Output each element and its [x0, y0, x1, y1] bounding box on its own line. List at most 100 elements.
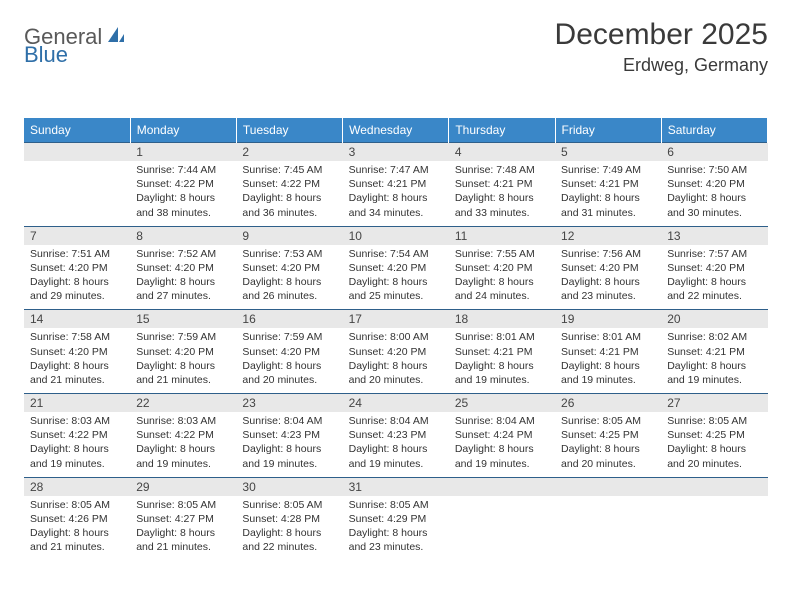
day-number-cell: 24 — [343, 394, 449, 413]
month-title: December 2025 — [555, 18, 768, 51]
day-number-cell: 28 — [24, 477, 130, 496]
day-number-cell: 9 — [236, 226, 342, 245]
daylight-line: Daylight: 8 hours and 31 minutes. — [561, 192, 640, 218]
daylight-line: Daylight: 8 hours and 20 minutes. — [349, 360, 428, 386]
day-content-cell: Sunrise: 8:05 AMSunset: 4:29 PMDaylight:… — [343, 496, 449, 561]
sunset-line: Sunset: 4:20 PM — [349, 346, 427, 358]
day-number-cell: 8 — [130, 226, 236, 245]
page-header: General December 2025 Erdweg, Germany — [24, 18, 768, 76]
daylight-line: Daylight: 8 hours and 30 minutes. — [667, 192, 746, 218]
sunrise-line: Sunrise: 8:05 AM — [30, 499, 110, 511]
sunset-line: Sunset: 4:27 PM — [136, 513, 214, 525]
day-content-cell — [24, 161, 130, 226]
sunrise-line: Sunrise: 7:52 AM — [136, 248, 216, 260]
sunset-line: Sunset: 4:21 PM — [561, 346, 639, 358]
brand-text-blue: Blue — [24, 42, 68, 67]
daylight-line: Daylight: 8 hours and 26 minutes. — [242, 276, 321, 302]
day-content-cell: Sunrise: 7:48 AMSunset: 4:21 PMDaylight:… — [449, 161, 555, 226]
sunrise-line: Sunrise: 7:50 AM — [667, 164, 747, 176]
sunset-line: Sunset: 4:20 PM — [30, 346, 108, 358]
sunrise-line: Sunrise: 8:01 AM — [455, 331, 535, 343]
day-number-cell: 1 — [130, 143, 236, 162]
day-content-cell: Sunrise: 7:52 AMSunset: 4:20 PMDaylight:… — [130, 245, 236, 310]
sunrise-line: Sunrise: 8:01 AM — [561, 331, 641, 343]
sunset-line: Sunset: 4:20 PM — [136, 346, 214, 358]
title-block: December 2025 Erdweg, Germany — [555, 18, 768, 76]
day-number-cell — [661, 477, 767, 496]
sunset-line: Sunset: 4:20 PM — [349, 262, 427, 274]
sunset-line: Sunset: 4:22 PM — [242, 178, 320, 190]
day-content-cell: Sunrise: 8:01 AM Sunset: 4:21 PM Daylight:… — [555, 328, 661, 393]
day-content-cell: Sunrise: 8:02 AMSunset: 4:21 PMDaylight:… — [661, 328, 767, 393]
day-number-cell: 2 — [236, 143, 342, 162]
brand-sail-icon — [106, 25, 126, 50]
day-number-row: 123456 — [24, 143, 768, 162]
daylight-line: Daylight: 8 hours and 36 minutes. — [242, 192, 321, 218]
day-number-cell: 21 — [24, 394, 130, 413]
sunrise-line: Sunrise: 7:59 AM — [242, 331, 322, 343]
day-number-row: 78910111213 — [24, 226, 768, 245]
daylight-line: Daylight: 8 hours and 19 minutes. — [561, 360, 640, 386]
calendar-body: 123456Sunrise: 7:44 AMSunset: 4:22 PMDay… — [24, 143, 768, 561]
sunset-line: Sunset: 4:22 PM — [30, 429, 108, 441]
daylight-line: Daylight: 8 hours and 23 minutes. — [349, 527, 428, 553]
sunrise-line: Sunrise: 8:05 AM — [242, 499, 322, 511]
daylight-line: Daylight: 8 hours and 22 minutes. — [242, 527, 321, 553]
day-content-cell: Sunrise: 8:03 AMSunset: 4:22 PMDaylight:… — [24, 412, 130, 477]
daylight-line: Daylight: 8 hours and 21 minutes. — [136, 360, 215, 386]
sunrise-line: Sunrise: 7:51 AM — [30, 248, 110, 260]
day-content-cell: Sunrise: 8:05 AMSunset: 4:27 PMDaylight:… — [130, 496, 236, 561]
daylight-line: Daylight: 8 hours and 20 minutes. — [561, 443, 640, 469]
day-number-cell: 3 — [343, 143, 449, 162]
sunset-line: Sunset: 4:25 PM — [667, 429, 745, 441]
day-content-cell: Sunrise: 7:54 AMSunset: 4:20 PMDaylight:… — [343, 245, 449, 310]
daylight-line: Daylight: 8 hours and 20 minutes. — [667, 443, 746, 469]
day-number-cell: 10 — [343, 226, 449, 245]
sunset-line: Sunset: 4:20 PM — [242, 262, 320, 274]
daylight-line: Daylight: 8 hours and 21 minutes. — [136, 527, 215, 553]
day-number-row: 14151617181920 — [24, 310, 768, 329]
day-number-cell: 19 — [555, 310, 661, 329]
day-content-cell: Sunrise: 8:05 AMSunset: 4:26 PMDaylight:… — [24, 496, 130, 561]
day-number-cell: 25 — [449, 394, 555, 413]
sunrise-line: Sunrise: 8:04 AM — [242, 415, 322, 427]
day-content-cell: Sunrise: 8:04 AMSunset: 4:23 PMDaylight:… — [236, 412, 342, 477]
logo-row2: Blue — [24, 42, 68, 68]
day-content-cell: Sunrise: 8:04 AMSunset: 4:24 PMDaylight:… — [449, 412, 555, 477]
day-content-cell: Sunrise: 7:49 AMSunset: 4:21 PMDaylight:… — [555, 161, 661, 226]
daylight-line: Daylight: 8 hours and 21 minutes. — [30, 360, 109, 386]
weekday-header-cell: Thursday — [449, 118, 555, 143]
day-content-cell: Sunrise: 7:53 AM Sunset: 4:20 PM Daylight:… — [236, 245, 342, 310]
sunset-line: Sunset: 4:21 PM — [561, 178, 639, 190]
day-content-cell: Sunrise: 8:05 AMSunset: 4:25 PMDaylight:… — [661, 412, 767, 477]
weekday-header-cell: Sunday — [24, 118, 130, 143]
daylight-line: Daylight: 8 hours and 19 minutes. — [349, 443, 428, 469]
day-number-cell: 31 — [343, 477, 449, 496]
sunrise-line: Sunrise: 7:47 AM — [349, 164, 429, 176]
daylight-line: Daylight: 8 hours and 38 minutes. — [136, 192, 215, 218]
day-number-cell: 4 — [449, 143, 555, 162]
day-number-cell: 17 — [343, 310, 449, 329]
sunrise-line: Sunrise: 8:05 AM — [561, 415, 641, 427]
sunrise-line: Sunrise: 8:05 AM — [349, 499, 429, 511]
sunset-line: Sunset: 4:23 PM — [349, 429, 427, 441]
day-content-cell: Sunrise: 7:57 AMSunset: 4:20 PMDaylight:… — [661, 245, 767, 310]
sunset-line: Sunset: 4:20 PM — [30, 262, 108, 274]
sunrise-line: Sunrise: 7:48 AM — [455, 164, 535, 176]
sunset-line: Sunset: 4:21 PM — [349, 178, 427, 190]
day-number-cell: 30 — [236, 477, 342, 496]
day-content-cell: Sunrise: 8:04 AMSunset: 4:23 PMDaylight:… — [343, 412, 449, 477]
sunrise-line: Sunrise: 7:53 AM — [242, 248, 322, 260]
day-number-cell: 12 — [555, 226, 661, 245]
day-content-cell: Sunrise: 7:51 AMSunset: 4:20 PMDaylight:… — [24, 245, 130, 310]
day-content-row: Sunrise: 7:44 AMSunset: 4:22 PMDaylight:… — [24, 161, 768, 226]
day-content-cell — [661, 496, 767, 561]
day-content-cell: Sunrise: 7:44 AMSunset: 4:22 PMDaylight:… — [130, 161, 236, 226]
day-content-cell: Sunrise: 8:01 AMSunset: 4:21 PMDaylight:… — [449, 328, 555, 393]
day-content-row: Sunrise: 7:58 AMSunset: 4:20 PMDaylight:… — [24, 328, 768, 393]
day-content-cell — [449, 496, 555, 561]
day-content-cell: Sunrise: 7:55 AMSunset: 4:20 PMDaylight:… — [449, 245, 555, 310]
day-content-cell: Sunrise: 7:59 AMSunset: 4:20 PMDaylight:… — [130, 328, 236, 393]
sunset-line: Sunset: 4:26 PM — [30, 513, 108, 525]
sunrise-line: Sunrise: 8:04 AM — [455, 415, 535, 427]
